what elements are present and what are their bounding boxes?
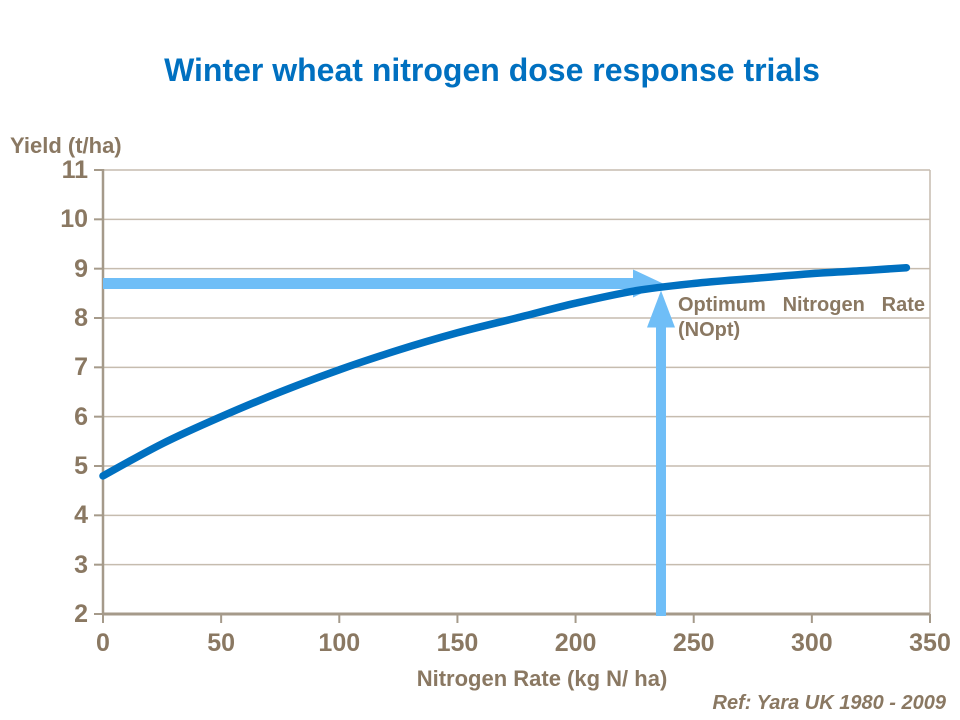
- y-axis-title: Yield (t/ha): [10, 133, 122, 158]
- gridlines: [103, 169, 931, 614]
- y-tick-label-6: 6: [74, 402, 88, 431]
- x-tick-label-250: 250: [672, 629, 715, 657]
- x-tick-label-100: 100: [318, 629, 361, 657]
- optimum-annotation: Optimum Nitrogen Rate (NOpt): [678, 293, 925, 343]
- y-tick-label-8: 8: [74, 304, 88, 332]
- x-tick-label-200: 200: [554, 629, 597, 657]
- yield-response-curve: [99, 263, 911, 480]
- optimum-rate-arrowhead-icon: [646, 290, 675, 328]
- chart-title: Winter wheat nitrogen dose response tria…: [164, 52, 820, 88]
- x-tick-label-0: 0: [96, 629, 110, 657]
- y-tick-label-2: 2: [74, 600, 88, 628]
- y-tick-label-10: 10: [60, 205, 88, 234]
- yield-response-line: [99, 263, 911, 480]
- x-tick-label-350: 350: [909, 629, 951, 657]
- x-tick-label-150: 150: [436, 629, 479, 657]
- x-axis-title: Nitrogen Rate (kg N/ ha): [416, 666, 668, 691]
- optimum-annotation-line2: (NOpt): [678, 319, 741, 341]
- x-tick-label-50: 50: [207, 629, 236, 657]
- y-tick-label-7: 7: [74, 353, 88, 382]
- axes: [94, 169, 931, 623]
- y-tick-label-4: 4: [74, 501, 88, 530]
- y-tick-label-3: 3: [74, 550, 88, 579]
- x-tick-label-300: 300: [790, 629, 833, 657]
- y-tick-label-5: 5: [74, 452, 88, 480]
- y-tick-label-11: 11: [61, 156, 88, 184]
- y-tick-label-9: 9: [74, 254, 88, 283]
- reference-text: Ref: Yara UK 1980 - 2009: [712, 692, 946, 714]
- optimum-annotation-line1: Optimum Nitrogen Rate: [678, 294, 925, 316]
